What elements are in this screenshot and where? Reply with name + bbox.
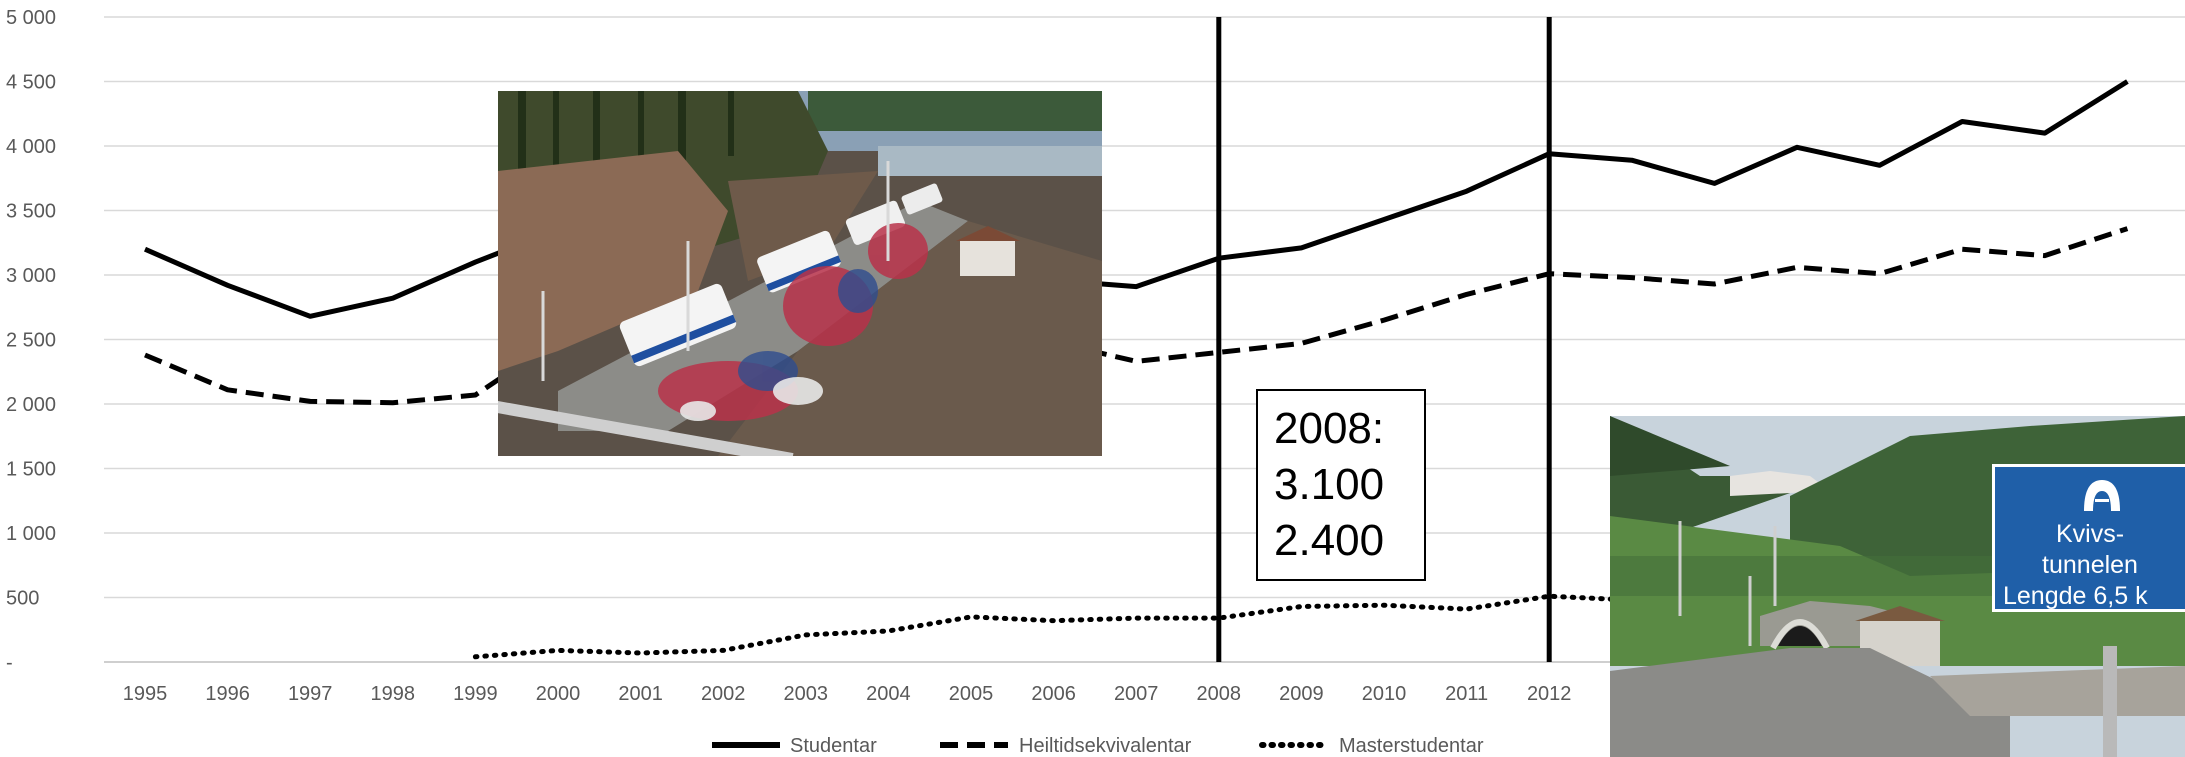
series-line-heiltidsekvivalentar (144, 226, 2129, 406)
x-tick-label: 2002 (701, 683, 746, 705)
x-tick-label: 2003 (784, 683, 829, 705)
legend-label-heiltidsekvivalentar: Heiltidsekvivalentar (1019, 735, 1192, 757)
y-tick-label: 1 500 (6, 459, 56, 481)
x-tick-label: 1997 (288, 683, 333, 705)
series-line-studentar (143, 79, 2129, 319)
y-tick-label: - (6, 652, 13, 674)
y-tick-label: 1 000 (6, 523, 56, 545)
tunnel-sign-line2: tunnelen (2042, 551, 2138, 579)
x-tick-label: 2000 (536, 683, 581, 705)
x-tick-label: 2010 (1362, 683, 1407, 705)
tunnel-sign-line1: Kvivs- (2055, 520, 2125, 548)
annotation-line-3: 2.400 (1274, 516, 1385, 565)
series-line-masterstudentar (472, 582, 2130, 660)
y-tick-label: 2 500 (6, 330, 56, 352)
legend-label-studentar: Studentar (790, 735, 877, 757)
tunnel-photo: Kvivs- tunnelen Lengde 6,5 k (1610, 416, 2185, 757)
x-tick-label: 2009 (1279, 683, 1324, 705)
x-tick-label: 2011 (1445, 683, 1488, 705)
x-tick-label: 2012 (1527, 683, 1572, 705)
x-tick-label: 1999 (453, 683, 498, 705)
y-tick-label: 3 500 (6, 201, 56, 223)
legend: Studentar Heiltidsekvivalentar Masterstu… (712, 735, 1484, 757)
x-tick-label: 2008 (1197, 683, 1242, 705)
tunnel-sign: Kvivs- tunnelen Lengde 6,5 k (1992, 464, 2185, 612)
x-tick-label: 2006 (1031, 683, 1076, 705)
annotation-line-1: 2008: (1274, 404, 1385, 453)
vertical-markers (1216, 17, 1552, 662)
y-tick-label: 4 500 (6, 72, 56, 94)
y-tick-label: 4 000 (6, 136, 56, 158)
tunnel-sign-line3: Lengde 6,5 k (2003, 582, 2148, 610)
x-tick-label: 2005 (949, 683, 994, 705)
x-tick-label: 2007 (1114, 683, 1159, 705)
x-tick-label: 1996 (205, 683, 250, 705)
annotation-line-2: 3.100 (1274, 460, 1385, 509)
legend-label-masterstudentar: Masterstudentar (1339, 735, 1484, 757)
x-tick-label: 2001 (618, 683, 663, 705)
y-tick-label: 2 000 (6, 394, 56, 416)
road-opening-photo (498, 91, 1102, 456)
x-tick-label: 1995 (123, 683, 168, 705)
annotation-box: 2008: 3.100 2.400 (1256, 389, 1426, 581)
series-lines (143, 79, 2130, 660)
y-tick-label: 5 000 (6, 7, 56, 29)
y-axis-ticks: - 500 1 000 1 500 2 000 2 500 3 000 3 500 4 000 4… (6, 7, 56, 674)
x-tick-label: 1998 (371, 683, 416, 705)
y-tick-label: 3 000 (6, 265, 56, 287)
tunnel-icon (2084, 480, 2120, 511)
y-tick-label: 500 (6, 588, 39, 610)
x-axis-ticks: 1995 1996 1997 1998 1999 2000 2001 2002 2003 2004… (123, 683, 1572, 705)
x-tick-label: 2004 (866, 683, 911, 705)
